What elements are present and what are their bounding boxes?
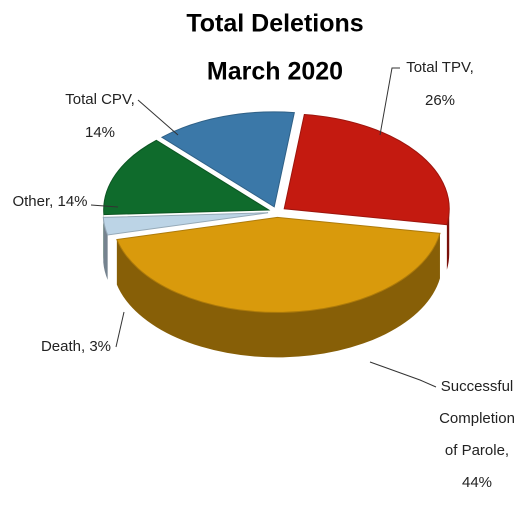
data-label: 44% <box>462 474 492 491</box>
chart-title: March 2020 <box>207 58 343 86</box>
data-label: Successful <box>441 378 514 395</box>
data-label: Total TPV, <box>406 59 474 76</box>
leader-line <box>90 204 119 208</box>
slice <box>103 139 271 216</box>
data-label: 26% <box>425 92 455 109</box>
leader-line <box>379 67 400 136</box>
leader-line <box>137 99 179 136</box>
slice <box>160 111 295 208</box>
slice <box>102 212 269 236</box>
data-label: Other, 14% <box>12 193 87 210</box>
data-label: Total CPV, <box>65 91 135 108</box>
data-label: Death, 3% <box>41 338 111 355</box>
leader-line <box>115 311 125 348</box>
data-label: Completion <box>439 410 515 427</box>
chart-title: Total Deletions <box>186 10 363 38</box>
leader-line <box>369 361 437 388</box>
slice-side <box>116 233 440 358</box>
slice <box>283 113 450 226</box>
data-label: of Parole, <box>445 442 509 459</box>
slice <box>116 216 441 313</box>
data-label: 14% <box>85 124 115 141</box>
